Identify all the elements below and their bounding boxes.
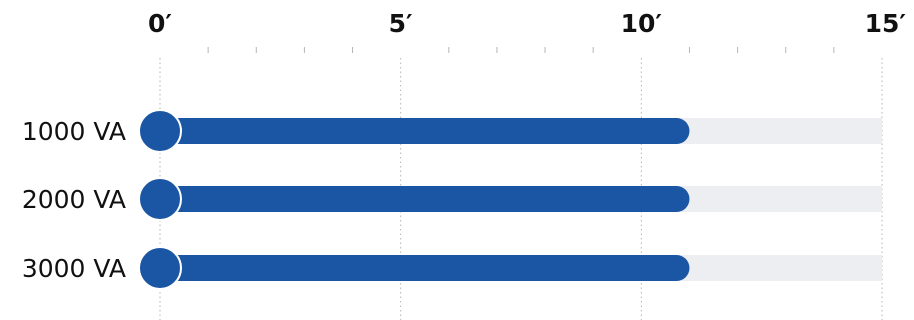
category-label: 1000 VA bbox=[22, 117, 126, 146]
bar-start-marker bbox=[138, 109, 182, 153]
x-axis-tick-labels: 0′ 5′ 10′ 15′ bbox=[148, 9, 906, 38]
minor-ticks bbox=[207, 47, 835, 53]
bar-start-marker bbox=[138, 246, 182, 290]
x-tick-label: 10′ bbox=[621, 9, 662, 38]
category-label: 2000 VA bbox=[22, 185, 126, 214]
bar-row: 1000 VA bbox=[22, 109, 882, 153]
bar-row: 3000 VA bbox=[22, 246, 882, 290]
x-tick-label: 15′ bbox=[865, 9, 906, 38]
bar bbox=[160, 118, 690, 144]
bar-start-marker bbox=[138, 177, 182, 221]
x-tick-label: 0′ bbox=[148, 9, 172, 38]
bar bbox=[160, 255, 690, 281]
bar-rows: 1000 VA 2000 VA 3000 VA bbox=[22, 109, 882, 290]
bar bbox=[160, 186, 690, 212]
category-label: 3000 VA bbox=[22, 254, 126, 283]
x-tick-label: 5′ bbox=[389, 9, 413, 38]
bar-row: 2000 VA bbox=[22, 177, 882, 221]
